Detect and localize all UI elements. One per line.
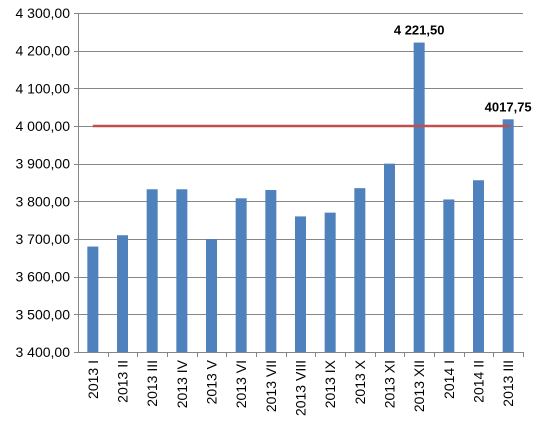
- y-tick-label: 3 900,00: [16, 156, 71, 172]
- bar: [324, 212, 336, 352]
- y-axis-tick-labels: 3 400,00 3 500,00 3 600,00 3 700,00 3 800,00…: [16, 5, 71, 360]
- y-tick-label: 3 700,00: [16, 231, 71, 247]
- data-label: 4 221,50: [394, 23, 445, 38]
- bar: [443, 199, 455, 352]
- x-tick-label: 2014 I: [441, 360, 457, 399]
- x-tick-label: 2014 II: [471, 360, 487, 403]
- x-tick-label: 2013 II: [115, 360, 131, 403]
- bar: [502, 119, 514, 352]
- bar: [146, 189, 158, 352]
- x-tick-label: 2013 XII: [411, 360, 427, 412]
- x-axis-tick-labels: 2013 I 2013 II 2013 III 2013 IV 2013 V 2013 V…: [85, 359, 516, 416]
- bar: [117, 235, 128, 352]
- x-tick-label: 2013 III: [500, 360, 516, 407]
- y-tick-label: 4 000,00: [16, 118, 71, 134]
- y-tick-label: 3 800,00: [16, 193, 71, 209]
- x-tick-label: 2013 IV: [174, 359, 190, 408]
- x-tick-label: 2013 VII: [263, 360, 279, 412]
- x-tick-label: 2013 X: [352, 359, 368, 404]
- y-tick-label: 3 400,00: [16, 344, 71, 360]
- bars: [87, 42, 514, 353]
- y-tick-label: 4 100,00: [16, 80, 71, 96]
- bar: [473, 180, 484, 352]
- data-label: 4017,75: [485, 99, 532, 114]
- x-tick-label: 2013 III: [144, 360, 160, 407]
- bar: [354, 188, 366, 352]
- y-tick-label: 3 600,00: [16, 269, 71, 285]
- x-tick-label: 2013 V: [204, 359, 220, 404]
- y-tick-label: 3 500,00: [16, 306, 71, 322]
- x-tick-label: 2013 VI: [233, 360, 249, 408]
- x-tick-label: 2013 I: [85, 360, 101, 399]
- bar: [295, 216, 306, 352]
- x-tick-label: 2013 IX: [322, 359, 338, 408]
- bar: [87, 246, 99, 352]
- y-tick-label: 4 200,00: [16, 43, 71, 59]
- x-tick-label: 2013 XI: [382, 360, 398, 408]
- axes: [74, 13, 524, 357]
- x-tick-label: 2013 VIII: [293, 360, 309, 416]
- bar: [235, 198, 247, 352]
- bar: [413, 42, 425, 353]
- bar: [265, 190, 277, 352]
- bar: [176, 189, 188, 352]
- data-labels: 4 221,50 4017,75: [394, 23, 532, 115]
- bar: [384, 163, 395, 352]
- bar: [206, 239, 217, 352]
- y-tick-label: 4 300,00: [16, 5, 71, 21]
